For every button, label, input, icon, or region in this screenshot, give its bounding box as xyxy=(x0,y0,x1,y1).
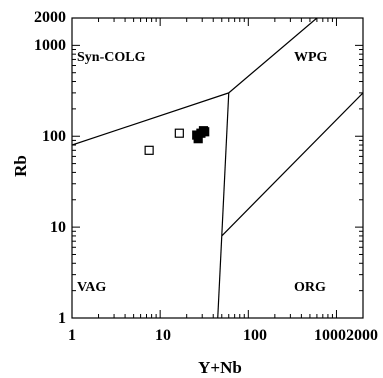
plot-frame xyxy=(71,17,364,319)
x-tick-label-1: 1 xyxy=(68,327,76,344)
y-axis-title: Rb xyxy=(11,155,30,177)
y-tick-label-1000: 1000 xyxy=(34,37,66,54)
x-tick-label-100: 100 xyxy=(243,327,267,344)
x-tick-label-2000: 2000 xyxy=(346,327,378,344)
vag-org-boundary xyxy=(217,235,223,318)
syn-colg-wpg-boundary xyxy=(228,18,318,94)
field-label-wpg: WPG xyxy=(294,50,328,65)
syn-colg-vag-boundary xyxy=(72,92,229,146)
y-tick-label-100: 100 xyxy=(42,128,66,145)
field-label-vag: VAG xyxy=(77,280,106,295)
wpg-org-boundary xyxy=(221,92,363,237)
x-tick-label-10: 10 xyxy=(155,327,171,344)
field-label-org: ORG xyxy=(294,280,326,295)
vag-wpg-boundary xyxy=(221,92,230,236)
filled-square-point-4 xyxy=(200,127,210,137)
x-axis-title: Y+Nb xyxy=(198,358,242,377)
open-square-point-0 xyxy=(144,145,154,155)
field-label-syn-colg: Syn-COLG xyxy=(77,50,146,65)
y-tick-label-1: 1 xyxy=(58,310,66,327)
y-tick-label-2000: 2000 xyxy=(34,9,66,26)
y-tick-label-10: 10 xyxy=(50,219,66,236)
open-square-point-1 xyxy=(174,128,184,138)
x-tick-label-1000: 1000 xyxy=(314,327,346,344)
